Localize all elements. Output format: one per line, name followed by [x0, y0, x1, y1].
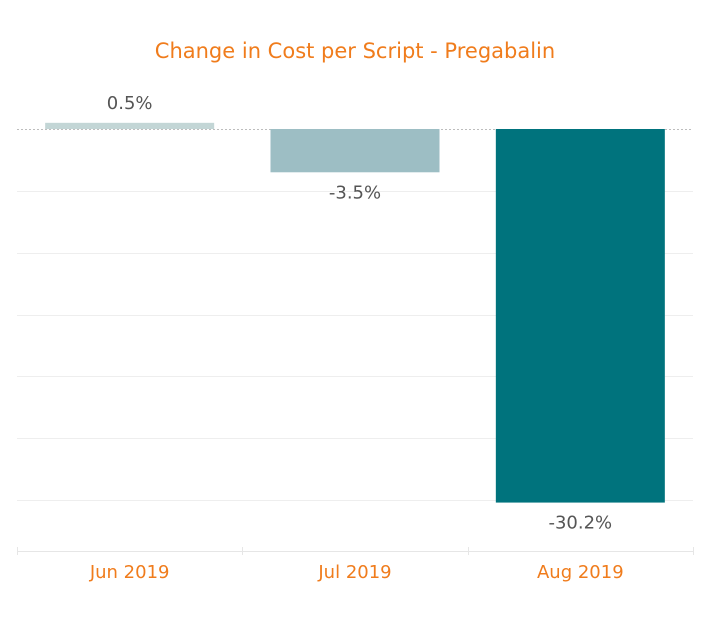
x-tick-label: Aug 2019	[537, 562, 624, 583]
bar-aug-2019[interactable]	[495, 129, 665, 503]
data-label: -30.2%	[548, 513, 612, 534]
chart-title: Change in Cost per Script - Pregabalin	[155, 39, 555, 63]
data-label: 0.5%	[107, 93, 153, 114]
bar-jul-2019[interactable]	[270, 129, 440, 173]
bar-jun-2019[interactable]	[45, 122, 215, 129]
data-label: -3.5%	[329, 182, 381, 203]
x-tick-label: Jun 2019	[89, 562, 170, 583]
bars	[45, 122, 665, 503]
x-tick-label: Jul 2019	[317, 562, 391, 583]
x-axis: Jun 2019 Jul 2019 Aug 2019	[17, 547, 694, 583]
data-labels: 0.5% -3.5% -30.2%	[107, 93, 612, 534]
